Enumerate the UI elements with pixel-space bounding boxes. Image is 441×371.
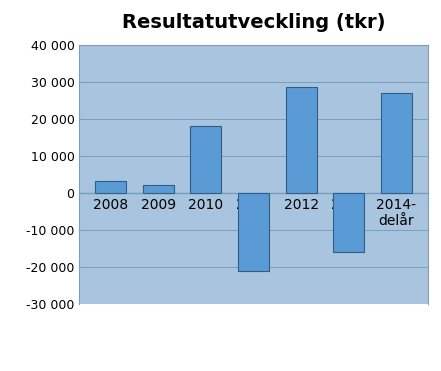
Bar xyxy=(143,185,174,193)
Bar xyxy=(333,193,364,252)
Bar xyxy=(238,193,269,271)
Bar xyxy=(286,87,317,193)
Bar xyxy=(95,181,126,193)
Title: Resultatutveckling (tkr): Resultatutveckling (tkr) xyxy=(122,13,385,32)
Bar xyxy=(381,93,412,193)
Bar xyxy=(191,126,221,193)
